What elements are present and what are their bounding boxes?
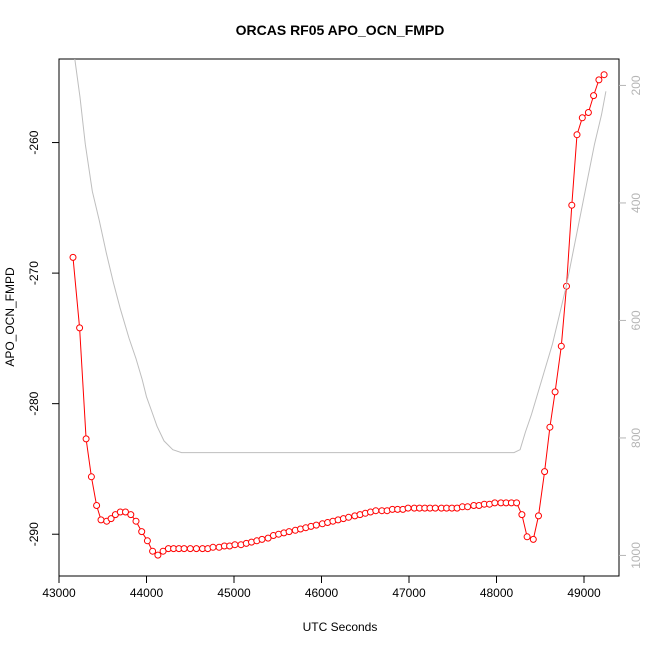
data-point: [97, 516, 105, 524]
data-point: [231, 541, 239, 549]
primary-series-line: [72, 74, 605, 556]
x-tick-label: 49000: [567, 586, 601, 600]
series-layer: [69, 59, 608, 559]
data-point: [76, 324, 84, 332]
data-point: [584, 109, 592, 116]
data-point: [285, 528, 293, 536]
data-point: [192, 545, 200, 553]
data-point: [82, 435, 90, 443]
data-point: [573, 131, 581, 139]
data-point: [154, 551, 162, 559]
data-point: [180, 545, 188, 553]
y-axis: -290 -280 -270 -260: [27, 130, 59, 546]
chart-title: ORCAS RF05 APO_OCN_FMPD: [236, 22, 445, 38]
x-tick-label: 47000: [392, 586, 426, 600]
y-axis-label: APO_OCN_FMPD: [3, 267, 17, 367]
data-point: [523, 533, 531, 541]
y2-tick-label: 1000: [629, 542, 643, 569]
x-axis-label: UTC Seconds: [303, 620, 378, 634]
data-point: [491, 499, 499, 507]
data-point: [595, 76, 603, 84]
secondary-y-axis: 200 400 600 800 1000: [619, 75, 643, 569]
data-point: [258, 535, 266, 543]
data-point: [518, 511, 526, 519]
y2-tick-label: 800: [629, 428, 643, 448]
data-point: [529, 535, 537, 543]
y-tick-label: -290: [27, 522, 41, 546]
data-point: [541, 468, 549, 476]
secondary-series-line: [74, 59, 607, 454]
data-point: [143, 537, 151, 545]
data-point: [431, 504, 439, 512]
data-point: [138, 528, 146, 536]
data-point: [127, 511, 135, 519]
data-point: [551, 388, 559, 396]
x-tick-label: 48000: [480, 586, 514, 600]
x-axis: 43000 44000 45000 46000 47000 48000 49000: [42, 576, 601, 600]
data-point: [209, 543, 217, 551]
data-point: [107, 515, 115, 523]
y2-tick-label: 400: [629, 193, 643, 213]
data-point: [590, 92, 598, 100]
data-point: [535, 512, 542, 520]
data-point: [578, 114, 586, 122]
data-point: [546, 423, 554, 431]
x-tick-label: 43000: [42, 586, 76, 600]
data-point: [464, 503, 472, 511]
y-tick-label: -260: [27, 130, 41, 154]
data-point: [132, 517, 140, 525]
plot-frame: [58, 58, 620, 577]
y2-tick-label: 600: [629, 310, 643, 330]
y-tick-label: -280: [27, 391, 41, 415]
data-point: [513, 499, 521, 507]
x-tick-label: 46000: [305, 586, 339, 600]
data-point: [600, 71, 608, 79]
data-point: [87, 473, 95, 481]
data-point: [93, 502, 101, 509]
x-tick-label: 44000: [130, 586, 164, 600]
data-point: [568, 201, 576, 209]
y2-tick-label: 200: [629, 75, 643, 95]
y-tick-label: -270: [27, 261, 41, 285]
data-point: [312, 521, 320, 529]
x-tick-label: 45000: [217, 586, 251, 600]
data-point: [345, 513, 353, 521]
data-point: [404, 504, 412, 512]
data-point: [186, 545, 194, 553]
data-point: [557, 342, 565, 350]
data-point: [149, 547, 157, 555]
data-point: [372, 507, 380, 515]
data-point: [69, 253, 77, 261]
